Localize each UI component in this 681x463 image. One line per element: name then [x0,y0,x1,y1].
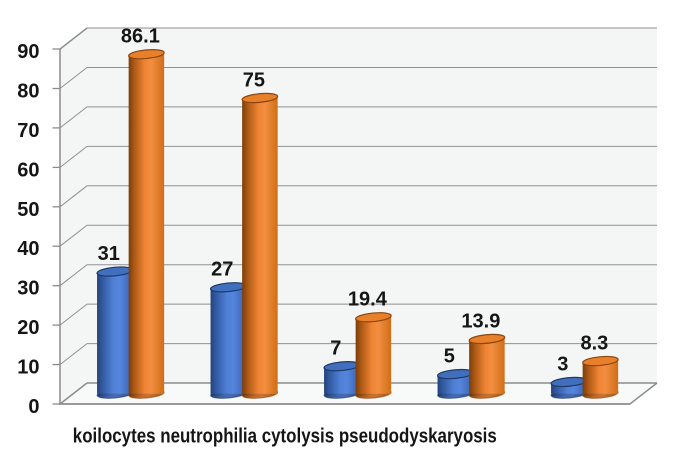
svg-text:70: 70 [17,120,39,142]
svg-text:30: 30 [17,278,39,300]
svg-text:19.4: 19.4 [348,289,388,311]
svg-text:80: 80 [17,81,39,103]
svg-text:7: 7 [330,338,341,360]
svg-text:27: 27 [211,259,233,281]
svg-text:31: 31 [98,243,120,265]
svg-text:koilocytes neutrophilia cytoly: koilocytes neutrophilia cytolysis pseudo… [73,426,497,448]
svg-text:75: 75 [243,69,265,91]
svg-text:40: 40 [17,238,39,260]
svg-text:3: 3 [557,353,568,375]
svg-text:13.9: 13.9 [461,310,500,332]
svg-text:5: 5 [444,346,455,368]
svg-text:60: 60 [17,159,39,181]
svg-text:90: 90 [17,41,39,63]
svg-text:10: 10 [17,357,39,379]
svg-text:8.3: 8.3 [580,333,608,355]
svg-text:0: 0 [28,396,39,418]
svg-text:50: 50 [17,199,39,221]
svg-text:20: 20 [17,317,39,339]
svg-text:86.1: 86.1 [121,26,160,48]
